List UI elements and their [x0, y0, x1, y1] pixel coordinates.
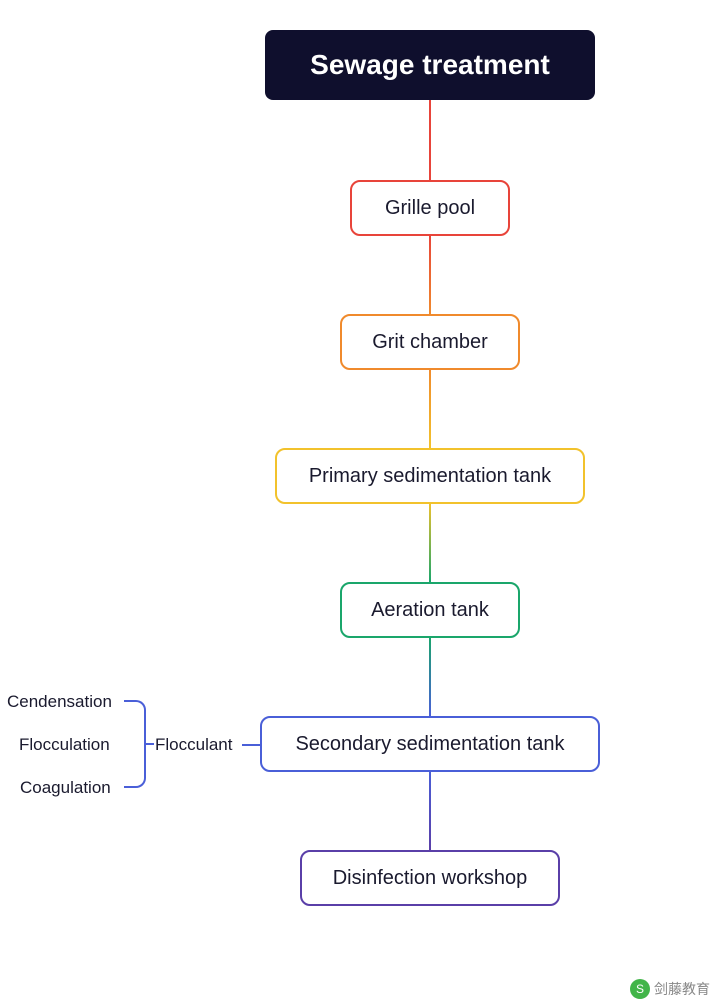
- connector-0: [429, 100, 431, 180]
- flow-node-4: Secondary sedimentation tank: [260, 716, 600, 772]
- flow-node-label: Grille pool: [385, 197, 475, 220]
- side-bracket: [124, 700, 146, 788]
- flow-node-2: Primary sedimentation tank: [275, 448, 585, 504]
- connector-5: [429, 770, 431, 850]
- connector-2: [429, 368, 431, 448]
- flow-node-label: Disinfection workshop: [333, 867, 528, 890]
- flocculant-label: Flocculant: [155, 735, 232, 755]
- side-item-2: Coagulation: [20, 778, 111, 798]
- connector-1: [429, 234, 431, 314]
- flow-node-label: Aeration tank: [371, 599, 489, 622]
- flow-node-0: Grille pool: [350, 180, 510, 236]
- flow-node-5: Disinfection workshop: [300, 850, 560, 906]
- flow-node-label: Secondary sedimentation tank: [295, 733, 564, 756]
- flow-node-label: Grit chamber: [372, 331, 488, 354]
- header-node: Sewage treatment: [265, 30, 595, 100]
- watermark-text: 剑藤教育: [654, 979, 710, 999]
- bracket-mid-connector: [146, 743, 154, 745]
- flow-node-3: Aeration tank: [340, 582, 520, 638]
- watermark-icon: S: [630, 979, 650, 999]
- flocculant-connector: [242, 744, 260, 746]
- header-label: Sewage treatment: [310, 49, 550, 81]
- watermark: S 剑藤教育: [630, 979, 710, 999]
- connector-4: [429, 636, 431, 716]
- flow-node-label: Primary sedimentation tank: [309, 465, 551, 488]
- side-item-0: Cendensation: [7, 692, 112, 712]
- flow-node-1: Grit chamber: [340, 314, 520, 370]
- side-item-1: Flocculation: [19, 735, 110, 755]
- connector-3: [429, 502, 431, 582]
